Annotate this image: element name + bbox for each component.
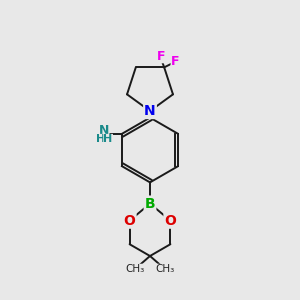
Text: CH₃: CH₃: [125, 264, 144, 274]
Text: F: F: [156, 50, 165, 63]
Text: O: O: [124, 214, 136, 228]
Text: H: H: [96, 134, 105, 144]
Text: N: N: [144, 104, 156, 118]
Text: N: N: [98, 124, 109, 137]
Text: CH₃: CH₃: [156, 264, 175, 274]
Text: F: F: [171, 55, 180, 68]
Text: O: O: [164, 214, 176, 228]
Text: B: B: [145, 196, 155, 211]
Text: H: H: [103, 134, 113, 144]
